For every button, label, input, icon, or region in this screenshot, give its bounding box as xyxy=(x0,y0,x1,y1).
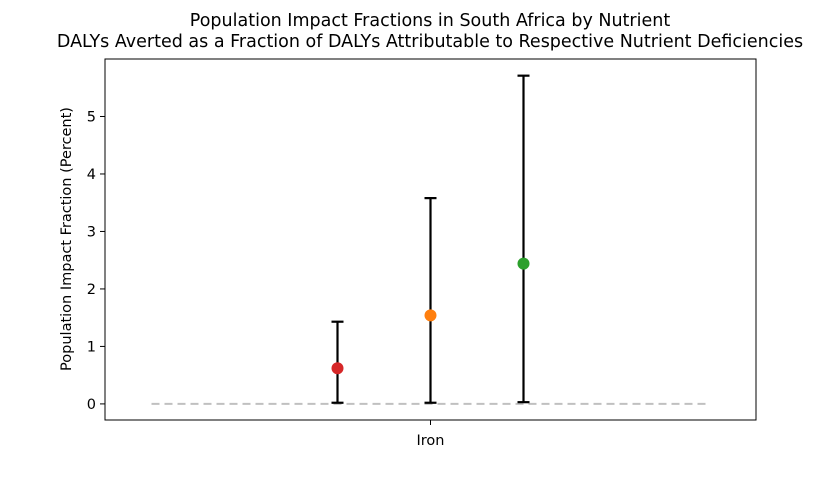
y-tick-label: 0 xyxy=(87,397,96,413)
chart-title: Population Impact Fractions in South Afr… xyxy=(190,11,671,31)
y-axis-label: Population Impact Fraction (Percent) xyxy=(59,107,75,371)
data-point xyxy=(331,362,344,375)
data-point xyxy=(517,257,530,270)
plot-frame xyxy=(104,58,757,421)
x-tick-label: Iron xyxy=(417,433,445,449)
y-tick-label: 4 xyxy=(87,167,96,183)
y-tick-label: 1 xyxy=(87,339,96,355)
y-tick-label: 5 xyxy=(87,109,96,125)
data-point xyxy=(424,309,437,322)
y-tick-label: 2 xyxy=(87,282,96,298)
chart-subtitle: DALYs Averted as a Fraction of DALYs Att… xyxy=(57,32,803,52)
y-tick-label: 3 xyxy=(87,224,96,240)
plot-area: 0 1 2 3 4 5 Iron xyxy=(87,74,710,449)
